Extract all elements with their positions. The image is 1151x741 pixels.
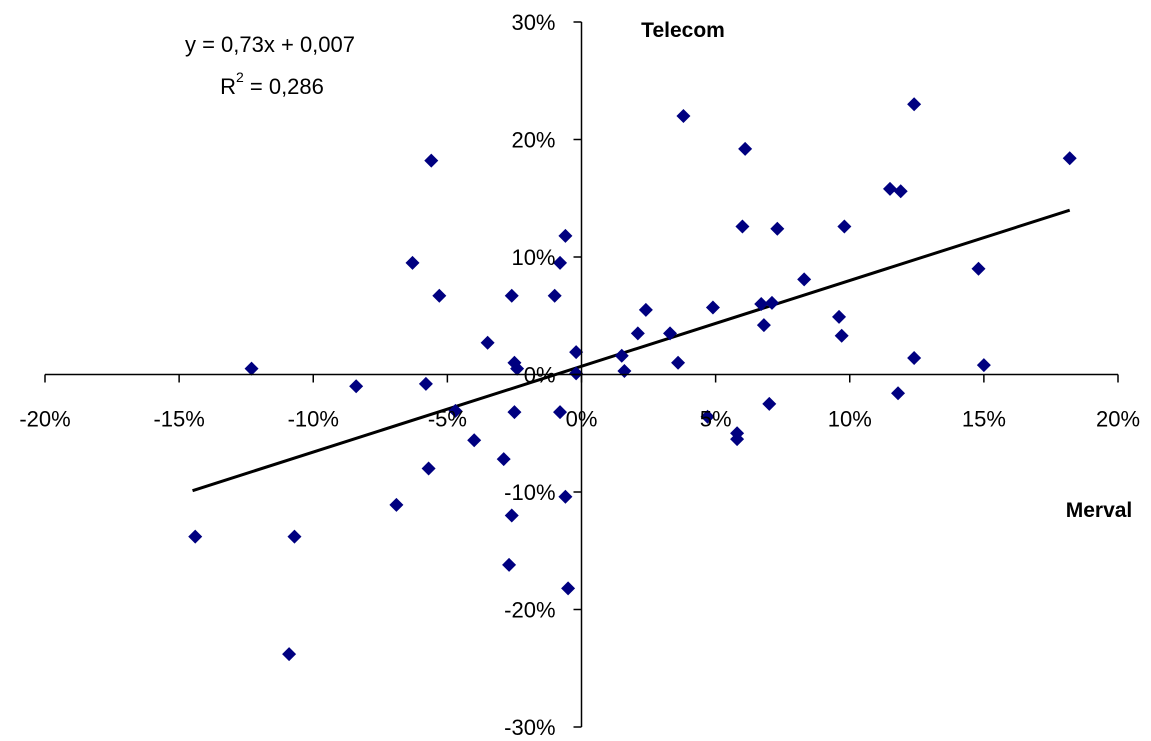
y-tick-label: -20% bbox=[504, 598, 555, 623]
trendline-group bbox=[192, 208, 1071, 493]
data-point bbox=[504, 508, 519, 523]
data-point bbox=[754, 297, 769, 311]
data-point bbox=[832, 309, 847, 324]
data-point bbox=[834, 328, 849, 343]
data-point bbox=[882, 181, 897, 196]
data-point bbox=[735, 219, 750, 234]
data-point bbox=[671, 355, 686, 370]
data-point bbox=[510, 361, 525, 376]
data-point bbox=[1062, 151, 1077, 166]
data-point bbox=[614, 348, 629, 363]
data-point bbox=[617, 363, 632, 378]
tick-labels-group: -20% -15% -10% -5% 0% 5% 10% 15% 20% 30% 20% 10% 0% -… bbox=[19, 10, 1140, 740]
data-point bbox=[389, 497, 404, 512]
data-point bbox=[418, 376, 433, 391]
data-point bbox=[971, 261, 986, 276]
data-point bbox=[507, 405, 522, 420]
data-point bbox=[349, 379, 364, 394]
data-point bbox=[547, 288, 562, 303]
data-point bbox=[480, 335, 495, 350]
y-tick-label: 20% bbox=[511, 128, 555, 153]
y-axis-title: Telecom bbox=[641, 19, 725, 42]
x-axis-title: Merval bbox=[1066, 499, 1133, 522]
data-point bbox=[663, 326, 678, 341]
data-point bbox=[188, 529, 203, 544]
x-tick-label: -20% bbox=[19, 407, 70, 432]
data-point bbox=[561, 581, 576, 596]
r-squared-label: R2 = 0,286 bbox=[220, 69, 324, 99]
data-point bbox=[424, 153, 439, 168]
data-point bbox=[630, 326, 645, 341]
data-point bbox=[467, 433, 482, 448]
data-point bbox=[282, 647, 297, 662]
data-point bbox=[502, 557, 517, 572]
y-tick-label: 0% bbox=[524, 363, 556, 388]
data-point bbox=[891, 386, 906, 401]
x-tick-label: -10% bbox=[288, 407, 339, 432]
x-tick-label: 20% bbox=[1096, 407, 1140, 432]
x-tick-label: 10% bbox=[828, 407, 872, 432]
data-point bbox=[496, 452, 511, 467]
x-tick-label: 15% bbox=[962, 407, 1006, 432]
trendline bbox=[192, 208, 1071, 493]
y-tick-label: 30% bbox=[511, 10, 555, 35]
data-point bbox=[705, 300, 720, 315]
tick-marks-group bbox=[44, 21, 1119, 728]
x-tick-label: 0% bbox=[566, 407, 598, 432]
x-tick-label: -5% bbox=[428, 407, 467, 432]
data-point bbox=[432, 288, 447, 303]
data-point bbox=[676, 109, 691, 123]
data-points-group bbox=[188, 97, 1077, 662]
data-point bbox=[797, 272, 812, 287]
data-point bbox=[558, 228, 573, 243]
data-point bbox=[907, 351, 922, 366]
data-point bbox=[638, 302, 653, 317]
data-point bbox=[976, 358, 991, 373]
y-tick-label: 10% bbox=[511, 245, 555, 270]
data-point bbox=[448, 403, 463, 418]
data-point bbox=[730, 426, 745, 441]
data-point bbox=[770, 221, 785, 236]
data-point bbox=[569, 366, 584, 381]
y-tick-label: -10% bbox=[504, 480, 555, 505]
data-point bbox=[553, 405, 568, 420]
data-point bbox=[764, 295, 779, 310]
r-squared-exponent: 2 bbox=[236, 69, 244, 85]
data-point bbox=[762, 396, 777, 411]
data-point bbox=[907, 97, 922, 112]
data-point bbox=[553, 255, 568, 270]
y-tick-label: -30% bbox=[504, 715, 555, 740]
data-point bbox=[738, 141, 753, 156]
r-squared-prefix: R bbox=[220, 74, 236, 99]
r-squared-value: = 0,286 bbox=[244, 74, 324, 99]
x-tick-label: -15% bbox=[153, 407, 204, 432]
data-point bbox=[837, 219, 852, 234]
data-point bbox=[893, 184, 908, 199]
data-point bbox=[700, 409, 715, 424]
data-point bbox=[244, 361, 259, 376]
trendline-equation: y = 0,73x + 0,007 bbox=[185, 32, 355, 57]
data-point bbox=[558, 489, 573, 504]
data-point bbox=[405, 255, 420, 270]
data-point bbox=[287, 529, 302, 544]
data-point bbox=[756, 318, 771, 333]
data-point bbox=[569, 345, 584, 360]
data-point bbox=[504, 288, 519, 303]
data-point bbox=[421, 461, 436, 476]
x-tick-label: 5% bbox=[700, 407, 732, 432]
